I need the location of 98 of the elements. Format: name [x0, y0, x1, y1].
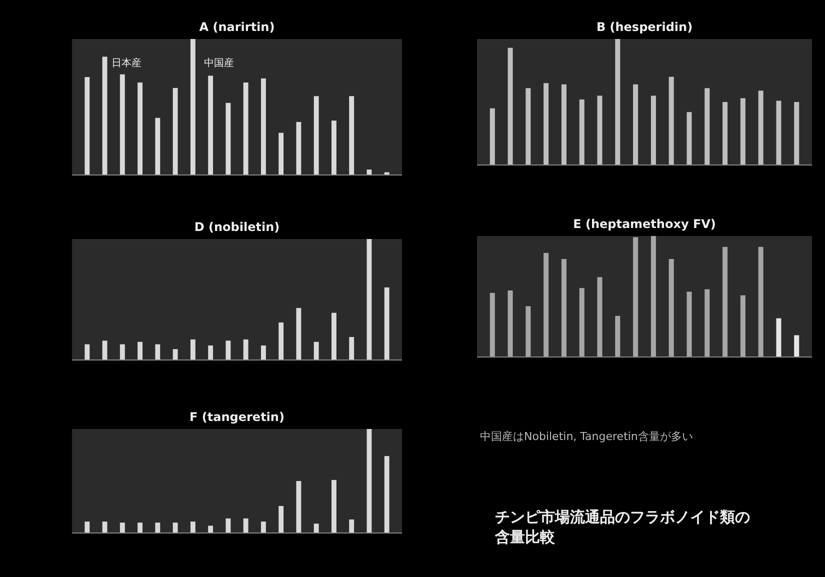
bar	[490, 108, 495, 165]
bar	[704, 289, 710, 357]
bar	[138, 82, 143, 175]
bar	[366, 429, 372, 533]
bar	[366, 239, 372, 360]
bar	[314, 342, 319, 360]
bar	[740, 295, 746, 357]
bar	[120, 522, 125, 533]
bar	[102, 340, 108, 360]
bar	[138, 522, 143, 533]
bar	[722, 102, 728, 165]
bar	[650, 96, 656, 165]
bar	[278, 132, 284, 175]
bar	[561, 84, 566, 165]
bar	[260, 522, 266, 533]
bar	[579, 288, 584, 357]
bar	[794, 102, 800, 165]
bar	[84, 344, 90, 360]
bar	[331, 312, 336, 360]
bar	[138, 342, 143, 360]
bar	[349, 337, 354, 360]
bar	[190, 522, 196, 533]
bar	[668, 76, 674, 165]
bar	[190, 39, 196, 175]
bar	[704, 88, 710, 165]
bar	[172, 522, 178, 533]
chart-title: E (heptamethoxy FV)	[573, 217, 716, 231]
bar	[243, 82, 248, 175]
bar	[758, 246, 764, 357]
bar	[597, 277, 602, 357]
bar	[384, 456, 390, 533]
bar	[615, 39, 620, 165]
bar	[668, 258, 674, 357]
bar	[384, 287, 390, 360]
bar	[208, 345, 214, 360]
bar	[314, 524, 319, 533]
bar	[155, 522, 160, 533]
bar	[296, 122, 302, 175]
bar	[776, 318, 782, 357]
bar	[226, 340, 231, 360]
bar	[243, 339, 248, 360]
bar	[544, 83, 549, 165]
bar	[650, 236, 656, 357]
bar	[155, 118, 160, 175]
bar	[208, 526, 214, 533]
bar	[84, 77, 90, 175]
bar	[686, 292, 692, 357]
bar	[208, 76, 214, 175]
bar	[490, 292, 495, 357]
bar	[758, 90, 764, 165]
bar	[120, 344, 125, 360]
bar	[226, 518, 231, 533]
bar	[155, 344, 160, 360]
chart-title: B (hesperidin)	[596, 20, 693, 34]
bar	[686, 112, 692, 165]
bar	[120, 74, 125, 175]
bar	[561, 258, 566, 357]
bar	[615, 316, 620, 357]
annotation: 中国産	[204, 57, 234, 70]
bar	[349, 519, 354, 533]
bar	[296, 308, 302, 360]
bar	[102, 522, 108, 533]
bar	[794, 335, 800, 357]
bar	[526, 306, 531, 357]
bar	[84, 522, 90, 533]
bar	[366, 170, 372, 175]
bar	[526, 88, 531, 165]
bar	[260, 78, 266, 175]
chart-title: F (tangeretin)	[190, 410, 284, 424]
bar	[508, 48, 513, 165]
bar	[331, 480, 336, 533]
bar	[102, 56, 108, 175]
bar	[544, 252, 549, 357]
bar	[722, 246, 728, 357]
bar	[172, 88, 178, 175]
bar	[278, 506, 284, 533]
chart-title: A (narirtin)	[199, 20, 275, 34]
bar	[278, 322, 284, 360]
annotation: 日本産	[112, 57, 142, 70]
chart-title: D (nobiletin)	[194, 220, 280, 234]
bar	[190, 339, 196, 360]
bar	[776, 100, 782, 165]
bar	[314, 96, 319, 175]
text: 中国産はNobiletin, Tangeretin含量が多い	[480, 430, 693, 443]
bar	[226, 102, 231, 175]
text: チンピ市場流通品のフラボノイド類の含量比較	[494, 508, 750, 546]
bar	[579, 99, 584, 165]
bar	[740, 98, 746, 165]
bar	[508, 290, 513, 357]
bar	[633, 84, 638, 165]
bar	[331, 120, 336, 175]
bar	[349, 96, 354, 175]
bar	[243, 518, 248, 533]
bar	[633, 237, 638, 357]
bar	[172, 349, 178, 360]
bar	[296, 481, 302, 533]
bar	[260, 345, 266, 360]
bar	[597, 96, 602, 165]
